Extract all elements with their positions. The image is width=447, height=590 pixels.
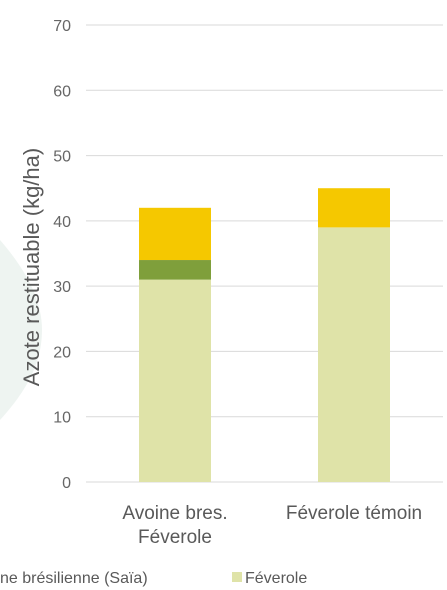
legend: ne brésilienne (Saïa) Féverole — [0, 570, 307, 587]
bar-segment-cat0-series1 — [139, 260, 211, 280]
y-tick-label-30: 30 — [53, 279, 71, 296]
bar-segment-cat1-series0 — [318, 227, 390, 482]
bar-segment-cat0-series2 — [139, 207, 211, 261]
y-tick-label-50: 50 — [53, 149, 71, 166]
x-category-label-1-line-0: Féverole témoin — [286, 503, 422, 524]
y-tick-labels: 0 10 20 30 40 50 60 70 — [53, 18, 71, 492]
y-axis-title: Azote restituable (kg/ha) — [19, 148, 44, 386]
y-tick-label-70: 70 — [53, 18, 71, 35]
bar-segment-cat1-series2 — [318, 188, 390, 228]
y-tick-label-10: 10 — [53, 410, 71, 427]
x-category-label-0-line-0: Avoine bres. — [122, 503, 227, 524]
background-decoration — [0, 240, 42, 420]
y-tick-label-20: 20 — [53, 344, 71, 361]
legend-label-1: Féverole — [245, 570, 307, 587]
y-tick-label-60: 60 — [53, 83, 71, 100]
legend-label-0: ne brésilienne (Saïa) — [0, 570, 148, 587]
x-category-label-0-line-1: Féverole — [138, 527, 212, 548]
x-category-labels: Avoine bres. Féverole Féverole témoin — [122, 503, 422, 548]
bars — [139, 188, 390, 482]
legend-marker-1 — [232, 572, 242, 582]
y-tick-label-0: 0 — [62, 475, 71, 492]
bar-segment-cat0-series0 — [139, 279, 211, 482]
y-tick-label-40: 40 — [53, 214, 71, 231]
